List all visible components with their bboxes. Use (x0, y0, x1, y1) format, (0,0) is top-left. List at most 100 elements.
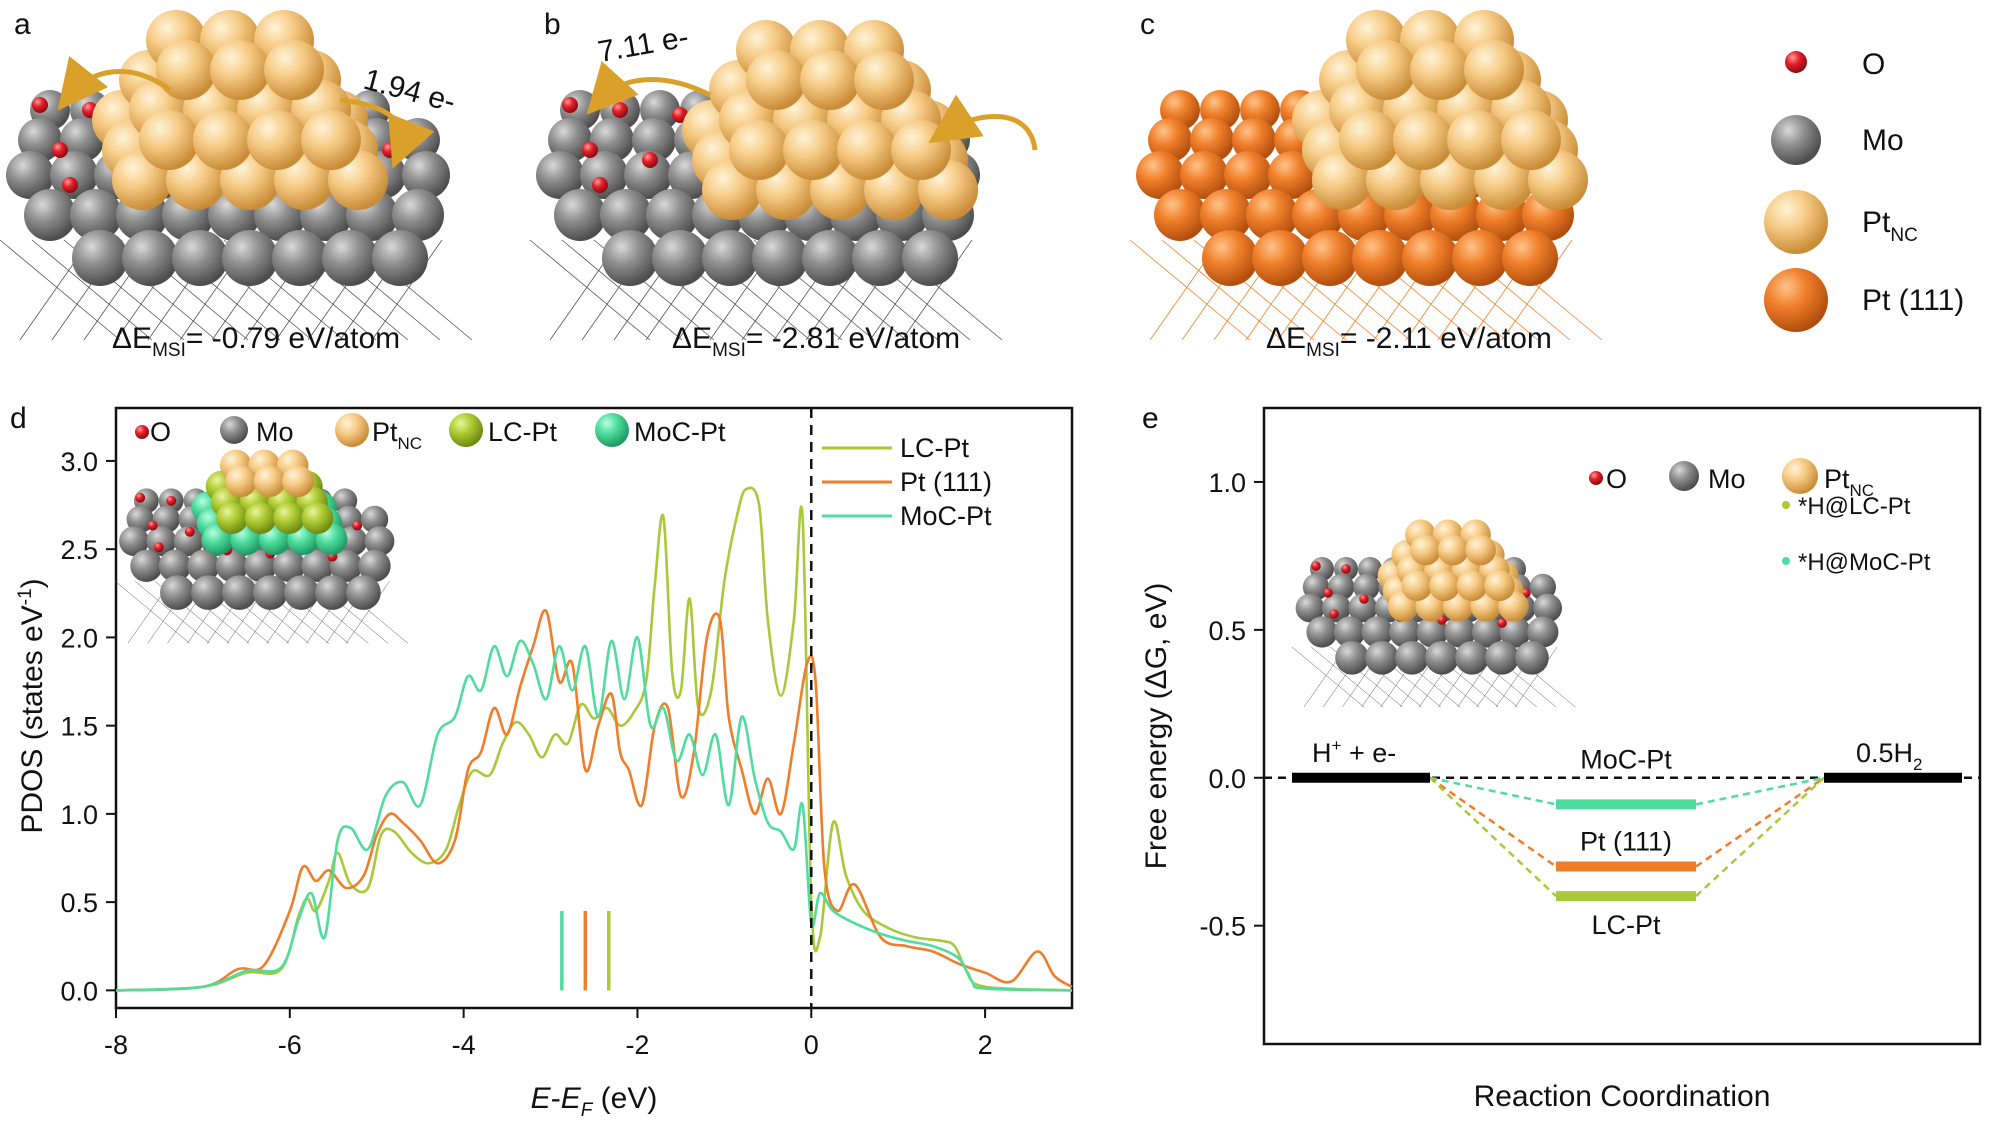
pdos-x-tick-label: 2 (978, 1030, 993, 1060)
pdos-plot-frame (114, 406, 1074, 1010)
support-atom (1365, 641, 1399, 675)
support-atom (632, 118, 676, 162)
lattice-line (345, 581, 390, 644)
cluster-atom (301, 502, 334, 534)
legend-series-moc-label: MoC-Pt (900, 501, 992, 531)
support-atom (1485, 641, 1519, 675)
fe-inset-structure (1291, 519, 1576, 708)
legend-mo-label: Mo (1862, 124, 1904, 157)
support-atom (624, 151, 672, 199)
support-atom (272, 549, 306, 583)
lattice-line (901, 239, 973, 341)
support-atom (1389, 616, 1421, 648)
cluster-atom (282, 465, 314, 498)
oxygen-atom (62, 177, 78, 193)
support-atom (253, 575, 288, 610)
oxygen-atom (582, 142, 598, 158)
support-atom (1302, 573, 1330, 601)
support-atom (152, 505, 180, 534)
lattice-line (0, 239, 121, 341)
support-atom (222, 575, 257, 610)
legend-o-label: O (1862, 48, 1885, 81)
oxygen-atom (147, 520, 158, 531)
model-b-structure (529, 20, 1003, 341)
pdos-series-legend: LC-Pt Pt (111) MoC-Pt (822, 433, 992, 531)
pdos-legend-lc-label: LC-Pt (488, 417, 558, 447)
support-atom (1502, 230, 1558, 286)
pdos-legend-o-label: O (150, 417, 171, 447)
pdos-y-tick-label: 2.0 (60, 623, 98, 653)
lattice-line (135, 581, 210, 644)
support-atom (70, 189, 122, 241)
pdos-x-tick-label: -2 (625, 1030, 649, 1060)
pdos-legend-lc-sphere (449, 413, 483, 447)
support-atom (1306, 616, 1338, 648)
panel-b-electron-transfer: 7.11 e- (595, 21, 691, 69)
pdos-ylabel: PDOS (states eV-1) (15, 578, 49, 833)
pdos-x-tick-label: -6 (278, 1030, 302, 1060)
fe-y-tick-label: 0.0 (1208, 764, 1246, 794)
support-atom (1295, 593, 1325, 623)
support-atom (548, 118, 592, 162)
lattice-line (1501, 239, 1573, 341)
legend-mo-sphere (1771, 115, 1821, 165)
support-atom (1328, 573, 1355, 601)
oxygen-atom (135, 492, 146, 503)
support-atom (1180, 151, 1228, 199)
fe-legend-ptnc-label: PtNC (1824, 464, 1874, 500)
support-atom (72, 230, 128, 286)
support-atom (301, 549, 334, 583)
support-atom (215, 549, 249, 583)
support-atom (6, 151, 54, 199)
support-atom (322, 230, 378, 286)
cluster-atom (800, 50, 860, 110)
support-atom (1334, 616, 1366, 648)
panel-a-letter: a (14, 8, 31, 41)
fe-legend-mo-label: Mo (1708, 464, 1746, 494)
cluster-atom (1356, 40, 1416, 100)
panel-c-letter: c (1140, 8, 1155, 41)
cluster-atom (837, 120, 897, 180)
support-atom (1452, 230, 1508, 286)
cluster-atom (301, 110, 361, 170)
pdos-legend-o-sphere (135, 425, 149, 439)
support-atom (1352, 230, 1408, 286)
pdos-legend-ptnc-sphere (335, 413, 369, 447)
support-atom (50, 151, 98, 199)
support-atom (1425, 641, 1459, 675)
fe-y-tick-label: 0.5 (1208, 616, 1246, 646)
support-atom (554, 189, 606, 241)
support-atom (1402, 230, 1458, 286)
cluster-atom (1410, 40, 1470, 100)
pdos-x-tick-label: -8 (104, 1030, 128, 1060)
support-atom (360, 505, 389, 534)
support-atom (358, 549, 391, 583)
support-atom (130, 549, 163, 583)
support-atom (590, 118, 634, 162)
atom-legend: O Mo PtNC Pt (111) (1764, 48, 1964, 332)
support-atom (1395, 641, 1429, 675)
support-atom (1224, 151, 1272, 199)
oxygen-atom (612, 102, 628, 118)
state-label-initial: H+ + e- (1312, 736, 1396, 768)
cluster-atom (225, 465, 257, 498)
support-atom (752, 230, 808, 286)
support-atom (122, 230, 178, 286)
fe-legend-o-label: O (1606, 464, 1627, 494)
cluster-atom (891, 120, 951, 180)
support-atom (1252, 230, 1308, 286)
panel-a-energy: ΔEMSI= -0.79 eV/atom (112, 322, 400, 361)
support-atom (160, 575, 195, 610)
pdos-legend-ptnc-label: PtNC (372, 417, 422, 453)
lattice-line (529, 239, 651, 341)
support-atom (600, 189, 652, 241)
support-atom (902, 230, 958, 286)
support-atom (580, 151, 628, 199)
fe-y-tick-label: 1.0 (1208, 468, 1246, 498)
cluster-atom (253, 465, 286, 498)
connector-line (1429, 776, 1557, 898)
oxygen-atom (1323, 588, 1333, 598)
fe-legend-hmoc-dot (1782, 557, 1790, 565)
connector-line (1429, 776, 1557, 868)
pdos-y-tick-label: 2.5 (60, 535, 98, 565)
